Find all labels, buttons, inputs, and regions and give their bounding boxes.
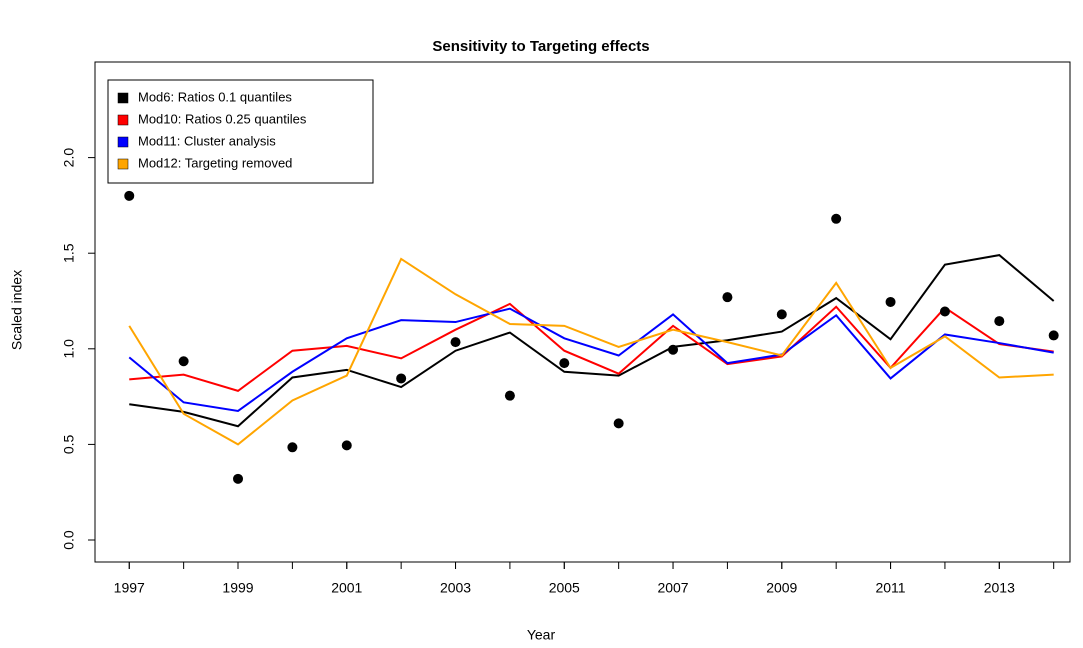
legend-label: Mod11: Cluster analysis	[138, 133, 276, 148]
data-point	[885, 296, 896, 307]
chart-title: Sensitivity to Targeting effects	[432, 38, 649, 55]
data-point	[613, 418, 624, 429]
series-line	[128, 257, 1054, 446]
data-point	[668, 344, 679, 355]
data-point	[287, 442, 298, 453]
data-point	[396, 373, 407, 384]
x-tick-label: 2011	[875, 580, 905, 596]
y-tick-label: 1.5	[61, 243, 77, 263]
data-point	[939, 306, 950, 317]
y-tick-label: 0.5	[61, 434, 77, 454]
x-tick-label: 1997	[114, 580, 145, 596]
y-axis-label: Scaled index	[9, 270, 25, 350]
x-axis-label: Year	[527, 627, 556, 643]
data-point	[450, 337, 461, 348]
data-point	[178, 356, 189, 367]
data-point	[559, 358, 570, 369]
data-point	[722, 292, 733, 303]
y-tick-label: 0.0	[61, 530, 77, 550]
data-point	[504, 390, 515, 401]
legend-label: Mod6: Ratios 0.1 quantiles	[138, 89, 292, 104]
series-line	[129, 254, 1055, 428]
data-point	[776, 309, 787, 320]
x-tick-label: 2001	[331, 580, 362, 596]
legend-box	[107, 79, 374, 184]
legend-swatch	[117, 136, 129, 148]
y-tick-label: 2.0	[61, 148, 77, 168]
data-point	[994, 316, 1005, 327]
x-tick-label: 1999	[222, 580, 253, 596]
series-line	[128, 307, 1054, 413]
series-line	[129, 302, 1054, 392]
legend-label: Mod12: Targeting removed	[138, 155, 292, 170]
data-point	[124, 190, 135, 201]
x-tick-label: 2005	[549, 580, 580, 596]
x-tick-label: 2003	[440, 580, 471, 596]
legend-label: Mod10: Ratios 0.25 quantiles	[138, 111, 307, 126]
data-point	[233, 473, 244, 484]
x-tick-label: 2007	[657, 580, 688, 596]
legend-swatch	[117, 158, 129, 170]
data-point	[1048, 330, 1059, 341]
data-point	[831, 213, 842, 224]
y-tick-label: 1.0	[61, 339, 77, 359]
legend-swatch	[117, 92, 129, 104]
x-tick-label: 2013	[984, 580, 1015, 596]
legend-swatch	[117, 114, 129, 126]
data-point	[341, 440, 352, 451]
plot-box	[94, 61, 1071, 563]
x-tick-label: 2009	[766, 580, 797, 596]
